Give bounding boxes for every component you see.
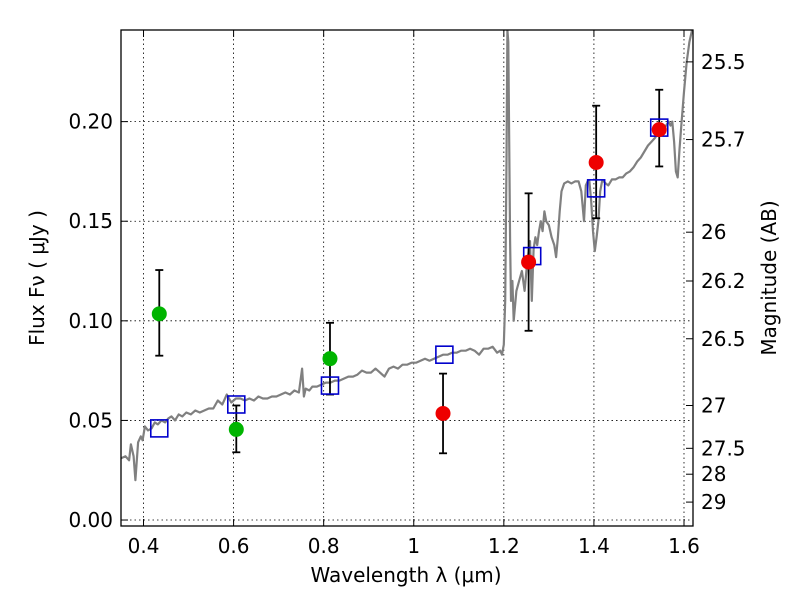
y-tick-label: 0.20	[68, 110, 113, 134]
observed-point	[651, 122, 667, 138]
y-axis-title: Flux Fν ( μJy )	[25, 210, 49, 346]
plot-frame	[120, 29, 694, 527]
magnitude-tick-label: 25.5	[701, 50, 746, 74]
observed-point	[322, 351, 338, 367]
observed-point	[228, 421, 244, 437]
magnitude-tick-label: 26.2	[701, 269, 746, 293]
x-tick-label: 1.4	[578, 534, 610, 558]
y-tick-label: 0.00	[68, 508, 113, 532]
y-tick-label: 0.15	[68, 209, 113, 233]
x-axis-title: Wavelength λ (μm)	[310, 563, 501, 587]
model-photometry-square	[149, 419, 169, 438]
right-axis-title: Magnitude (AB)	[757, 200, 781, 355]
model-spectrum-line	[121, 30, 693, 482]
magnitude-tick-label: 27.5	[701, 436, 746, 460]
magnitude-tick-label: 28	[701, 462, 726, 486]
observed-point	[151, 306, 167, 322]
x-tick-label: 1	[407, 534, 420, 558]
model-photometry-square	[435, 345, 454, 364]
x-tick-label: 1.2	[488, 534, 520, 558]
magnitude-tick-label: 25.7	[701, 128, 746, 152]
magnitude-tick-label: 26.5	[701, 327, 746, 351]
y-tick-label: 0.10	[68, 309, 113, 333]
points-group	[149, 118, 669, 438]
observed-point	[435, 405, 451, 421]
model-spectrum-group	[121, 30, 693, 482]
magnitude-tick-label: 29	[701, 490, 726, 514]
x-tick-label: 0.6	[218, 534, 250, 558]
model-photometry-square	[320, 376, 340, 395]
magnitude-tick-label: 27	[701, 393, 726, 417]
ticks-group: 0.4 0.6 0.8 1 1.2 1.4 1.6 0.00 0.05 0.10 0.15 0.20 2…	[68, 30, 746, 558]
observed-point	[521, 254, 537, 270]
model-photometry-square	[586, 179, 606, 198]
model-photometry-square	[227, 395, 246, 414]
observed-point	[588, 154, 604, 170]
magnitude-tick-label: 26	[701, 220, 726, 244]
grid	[121, 30, 693, 526]
x-tick-label: 0.4	[128, 534, 160, 558]
x-tick-label: 1.6	[668, 534, 700, 558]
x-tick-label: 0.8	[308, 534, 340, 558]
plot-background	[121, 30, 693, 526]
y-tick-label: 0.05	[68, 408, 113, 432]
